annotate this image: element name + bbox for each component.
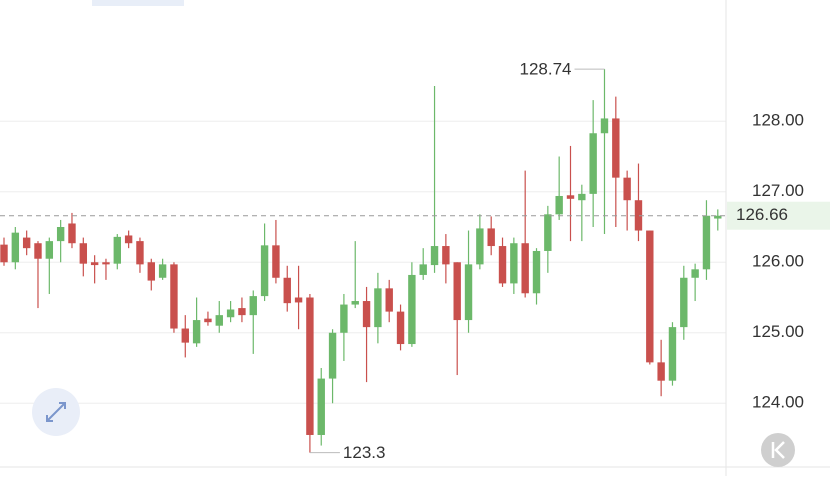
candle-body [691,269,699,278]
last-price-box [727,201,830,230]
candle-body [260,245,269,297]
candle-body [170,264,178,329]
candle-body [45,241,54,259]
candle-body [385,288,393,312]
scroll-circle[interactable] [761,433,795,467]
candle-body [702,215,711,270]
candle-body [294,297,303,303]
expand-icon[interactable] [46,402,66,422]
candle-body [544,214,552,251]
candle-body [317,378,325,435]
candle-body [634,200,643,231]
candle-body [612,118,620,178]
candle-body [555,195,563,215]
candle-body [498,246,507,284]
candle-body [11,232,20,263]
candle-body [532,250,541,294]
candle-body [374,288,382,328]
candle-body [487,228,495,247]
candle-body [79,243,88,264]
candle-body [419,264,427,275]
y-tick-label: 127.00 [752,181,804,200]
candle-body [714,215,722,219]
y-tick-label: 128.00 [752,111,804,130]
candle-body [22,237,31,249]
candle-body [464,264,473,321]
candle-body [306,297,314,435]
y-tick-label: 125.00 [752,322,804,341]
scroll-button[interactable] [761,433,795,467]
candle-body [646,230,654,363]
candle-body [623,177,631,201]
candle-body [0,244,8,263]
candle-body [351,301,359,305]
candle-body [226,309,235,318]
candle-body [90,262,99,266]
candle-body [56,227,65,242]
candle-body [340,304,348,333]
candle-body [668,327,677,381]
candle-body [147,262,155,281]
candle-body [68,223,76,244]
candle-body [34,243,42,259]
candle-body [600,118,609,134]
candle-body [430,246,439,266]
y-tick-label: 124.00 [752,393,804,412]
candle-body [249,296,257,316]
candle-body [589,133,597,194]
candle-body [328,332,337,379]
candle-body [272,245,280,278]
candle-body [283,277,291,304]
candle-body [442,246,450,265]
candle-body [408,274,416,345]
candle-body [124,235,133,244]
candle-body [136,241,144,265]
candle-body [362,301,371,328]
candle-body [521,243,529,294]
candle-body [204,318,212,323]
candle-body [566,195,575,199]
candle-body [396,311,405,345]
candle-body [238,308,246,316]
candle-body [680,277,688,328]
tab-indicator [92,0,184,6]
scroll-icon[interactable] [771,441,785,459]
candle-body [453,262,461,321]
annotation-label: 123.3 [343,443,386,462]
annotation-label: 128.74 [519,60,571,79]
candle-body [510,243,518,284]
candle-body [158,264,167,278]
candle-body [113,236,121,264]
candle-body [102,262,110,265]
candle-body [215,315,223,326]
expand-button[interactable] [32,388,80,436]
candle-body [657,362,665,381]
candle-body [181,328,189,343]
candle-body [578,193,586,201]
y-tick-label: 126.00 [752,252,804,271]
last-price-label: 126.66 [736,205,788,224]
candle-body [476,228,484,265]
candle-body [192,320,201,344]
